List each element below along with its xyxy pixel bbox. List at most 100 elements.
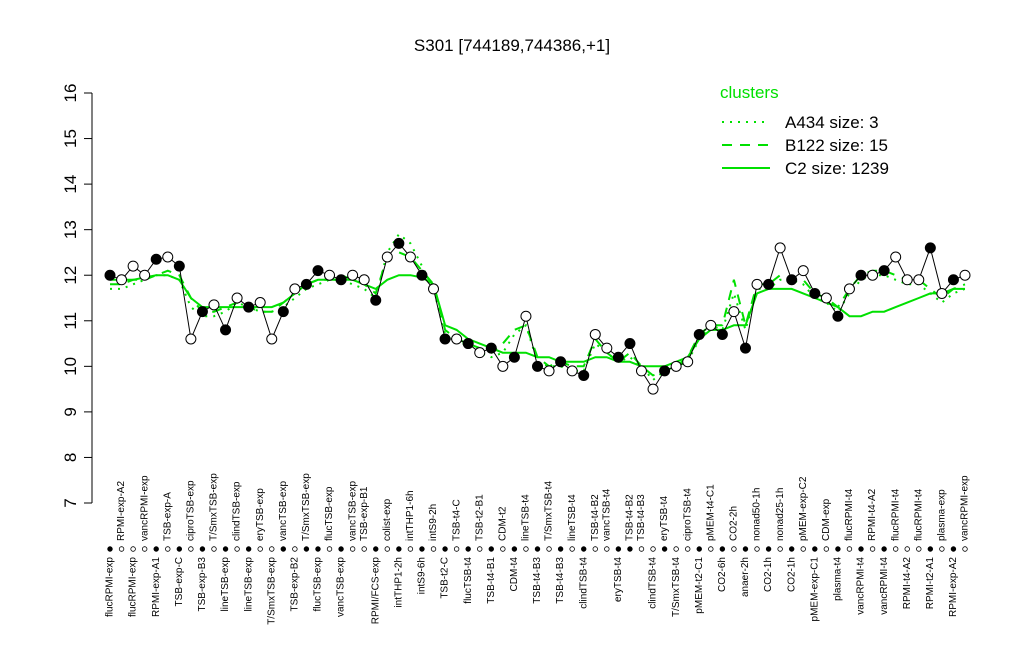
sample-marker (939, 546, 945, 552)
sample-marker (881, 546, 887, 552)
x-tick-label: TSB-exp-B1 (359, 486, 370, 541)
sample-marker (858, 546, 864, 552)
data-point (358, 274, 370, 286)
sample-marker (696, 546, 702, 552)
sample-marker (627, 546, 633, 552)
sample-marker (118, 546, 125, 552)
sample-marker (950, 546, 957, 552)
data-point (786, 274, 798, 286)
data-point (612, 351, 624, 363)
data-point (820, 292, 832, 304)
x-tick-label: lineTSB-t4 (567, 494, 578, 541)
sample-marker (557, 546, 564, 552)
sample-marker (777, 546, 783, 552)
y-tick-label: 8 (61, 453, 80, 462)
sample-marker (927, 546, 934, 552)
sample-marker (719, 546, 726, 552)
sample-marker (326, 546, 333, 552)
sample-marker (650, 546, 656, 552)
sample-marker (453, 546, 460, 552)
legend-label: C2 size: 1239 (785, 159, 889, 178)
y-tick-label: 11 (61, 312, 80, 330)
data-point (312, 265, 324, 277)
sample-marker (546, 546, 552, 552)
x-tick-label: pMEM-t4-C1 (705, 484, 716, 541)
data-point (231, 292, 243, 304)
x-tick-label: vancTSB-exp (336, 557, 347, 617)
x-tick-label: vancRPMI-t4 (856, 557, 867, 615)
data-point (716, 328, 728, 340)
data-point (578, 369, 590, 381)
sample-marker (176, 546, 183, 552)
data-point (243, 301, 255, 313)
data-point (162, 251, 174, 263)
data-point (196, 306, 208, 318)
data-point (693, 328, 705, 340)
data-point (381, 251, 393, 263)
x-tick-label: flucTSB-exp (324, 486, 335, 541)
data-point (266, 333, 278, 345)
data-point (289, 283, 301, 295)
data-point (832, 310, 844, 322)
x-tick-label: flucRPMI-t4 (913, 488, 924, 541)
sample-marker (685, 546, 691, 552)
data-point (139, 269, 151, 281)
data-point (370, 294, 382, 306)
data-point (913, 274, 925, 286)
x-tick-label: TSB-t4-B1 (486, 557, 497, 604)
x-tick-label: T/SmxTSB-t4 (544, 481, 555, 541)
x-tick-label: CDM-t4 (509, 557, 520, 592)
sample-marker (511, 546, 518, 552)
data-point (116, 274, 128, 286)
x-tick-label: flucTSB-exp (313, 557, 324, 612)
data-point (901, 274, 913, 286)
x-tick-label: TSB-exp-B2 (290, 557, 301, 612)
x-tick-label: TSB-t4-B3 (532, 557, 543, 604)
data-point (185, 333, 197, 345)
sample-marker (280, 546, 287, 552)
x-tick-label: pMEM-t2-C1 (694, 557, 705, 614)
x-tick-label: plasma-t4 (833, 557, 844, 601)
x-tick-label: lineTSB-t4 (521, 494, 532, 541)
sample-marker (361, 546, 367, 552)
sample-marker (465, 546, 471, 552)
y-tick-label: 7 (61, 498, 80, 507)
sample-marker (338, 546, 344, 552)
data-point (416, 269, 428, 281)
data-point (497, 360, 509, 372)
sample-marker (396, 546, 402, 552)
data-point (393, 237, 405, 249)
data-point (324, 269, 336, 281)
y-tick-label: 13 (61, 220, 80, 239)
x-tick-label: TSB-exp-A (162, 492, 173, 541)
x-tick-label: TSB-t4-B3 (636, 494, 647, 541)
sample-marker (800, 546, 806, 552)
sample-marker (916, 546, 922, 552)
x-tick-label: clindTSB-exp (232, 481, 243, 541)
data-point (809, 287, 821, 299)
x-tick-label: vancRPMI-exp (139, 475, 150, 541)
data-point (682, 356, 694, 368)
sample-marker (384, 546, 390, 552)
data-point (485, 342, 497, 354)
legend-label: A434 size: 3 (785, 113, 879, 132)
data-point (439, 333, 451, 345)
data-point (208, 299, 220, 311)
x-tick-label: flucRPMI-exp (105, 557, 116, 617)
sample-marker (846, 546, 853, 552)
x-tick-label: TSB-t4-B2 (590, 494, 601, 541)
x-tick-label: RPMI-exp-A1 (151, 557, 162, 617)
sample-marker (269, 546, 275, 552)
sample-marker (788, 546, 795, 552)
x-tick-label: lineTSB-exp (220, 557, 231, 612)
x-tick-label: flucRPMI-exp (128, 557, 139, 617)
data-point (635, 365, 647, 377)
x-tick-label: flucTSB-t4 (463, 557, 474, 604)
x-tick-label: CDM-t2 (497, 506, 508, 541)
sample-marker (731, 546, 737, 552)
sample-marker (477, 546, 483, 552)
sample-marker (234, 546, 240, 552)
x-tick-label: vancRPMI-exp (960, 475, 971, 541)
data-point (855, 269, 867, 281)
